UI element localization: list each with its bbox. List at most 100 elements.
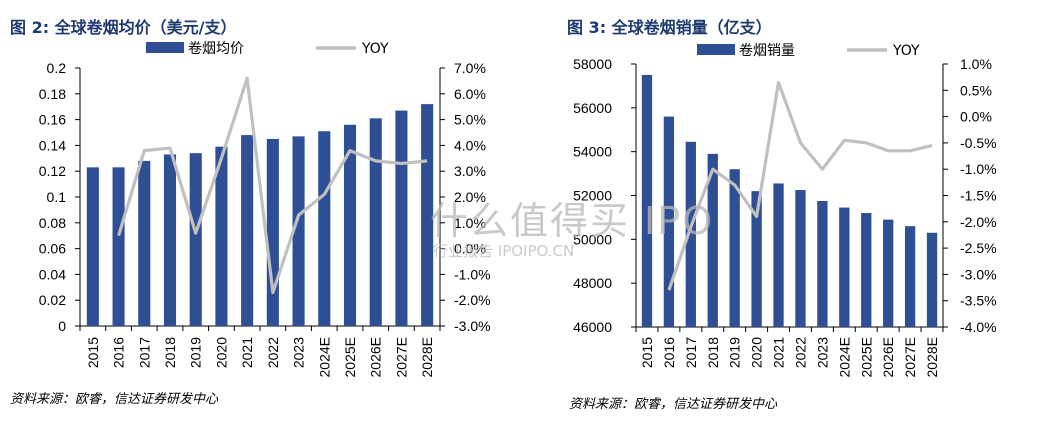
bar <box>395 110 408 326</box>
y-right-tick-label: -2.0% <box>454 292 491 308</box>
bar-line-chart-avg-price: 0 0.02 0.04 0.06 0.08 0.1 0.12 0.14 0.16 0.18 0.2 -… <box>39 41 491 377</box>
y-left-tick-label: 0 <box>58 318 66 334</box>
bar <box>751 191 762 327</box>
y-left-tick-label: 50000 <box>573 231 612 247</box>
x-tick-label: 2024E <box>316 337 332 377</box>
x-tick-label: 2016 <box>111 337 127 368</box>
legend-bar-swatch <box>146 42 184 53</box>
bar <box>138 160 151 326</box>
x-tick-label: 2020 <box>213 337 229 368</box>
y-right-tick-label: 1.0% <box>960 56 992 72</box>
y-right-tick-label: -1.0% <box>454 266 491 282</box>
legend-bar-label: 卷烟均价 <box>188 41 244 57</box>
bar <box>685 141 696 327</box>
bar <box>163 154 177 326</box>
legend-bar-swatch <box>697 44 735 55</box>
y-left-tick-label: 0.16 <box>39 112 66 128</box>
legend-line-label: YOY <box>361 41 389 57</box>
y-left-tick-label: 0.12 <box>39 163 66 179</box>
x-tick-label: 2018 <box>705 337 721 368</box>
x-tick-label: 2015 <box>85 337 101 368</box>
x-tick-label: 2017 <box>683 337 699 368</box>
bar <box>773 183 784 327</box>
y-right-tick-label: -1.5% <box>960 188 997 204</box>
y-right-tick-label: 0.0% <box>960 109 992 125</box>
y-left-tick-label: 0.1 <box>47 189 67 205</box>
x-tick-label: 2015 <box>639 337 655 368</box>
x-tick-label: 2022 <box>792 337 808 368</box>
bar <box>926 232 938 327</box>
x-tick-label: 2025E <box>858 337 874 377</box>
bar <box>641 74 653 327</box>
x-tick-label: 2022 <box>265 337 281 368</box>
chart-panel-volume: 图 3: 全球卷烟销量（亿支） 46000 48000 50000 52000 5400… <box>529 0 1058 441</box>
y-left-tick-label: 52000 <box>573 188 612 204</box>
y-left-tick-label: 46000 <box>573 319 612 335</box>
bar <box>112 167 125 326</box>
y-left-tick-label: 54000 <box>573 144 612 160</box>
x-tick-label: 2026E <box>880 337 896 377</box>
y-left-tick-label: 0.14 <box>39 137 66 153</box>
legend-bar-label: 卷烟销量 <box>739 43 795 59</box>
y-right-tick-label: 1.0% <box>454 215 486 231</box>
bar <box>343 124 357 326</box>
y-left-tick-label: 56000 <box>573 100 612 116</box>
x-tick-label: 2018 <box>162 337 178 368</box>
y-right-tick-label: 7.0% <box>454 60 486 76</box>
bar <box>421 104 434 327</box>
y-right-tick-label: 5.0% <box>454 112 486 128</box>
y-right-tick-label: 4.0% <box>454 137 486 153</box>
bar <box>369 118 382 326</box>
y-right-tick-label: -2.5% <box>960 240 997 256</box>
y-right-tick-label: -2.0% <box>960 214 997 230</box>
bar <box>215 146 228 326</box>
y-left-tick-label: 0.2 <box>47 60 67 76</box>
y-right-tick-label: 2.0% <box>454 189 486 205</box>
x-tick-label: 2027E <box>393 337 409 377</box>
x-tick-label: 2023 <box>291 337 307 368</box>
y-left-tick-label: 0.08 <box>39 215 66 231</box>
x-tick-label: 2024E <box>836 337 852 377</box>
x-tick-label: 2016 <box>661 337 677 368</box>
x-tick-label: 2028E <box>924 337 940 377</box>
legend-line-label: YOY <box>892 43 920 59</box>
bar <box>241 135 254 326</box>
watermark-text: 什么值得买 IPO <box>430 199 715 243</box>
x-tick-label: 2027E <box>902 337 918 377</box>
bar <box>266 138 279 326</box>
bar <box>795 190 806 327</box>
bar-line-chart-volume: 46000 48000 50000 52000 54000 56000 58000 -4.0%… <box>573 43 997 377</box>
y-left-tick-label: 58000 <box>573 56 612 72</box>
bar <box>729 169 740 327</box>
bar <box>86 167 99 326</box>
y-left-tick-label: 0.18 <box>39 86 66 102</box>
bar <box>861 213 872 327</box>
y-left-tick-label: 0.02 <box>39 292 66 308</box>
bar <box>318 131 331 326</box>
bar <box>292 136 305 326</box>
bar <box>817 200 828 327</box>
y-right-tick-label: -3.0% <box>454 318 491 334</box>
x-tick-label: 2026E <box>368 337 384 377</box>
x-tick-label: 2028E <box>419 337 435 377</box>
y-right-tick-label: -3.0% <box>960 266 997 282</box>
chart-source: 资料来源：欧睿，信达证券研发中心 <box>569 397 778 412</box>
y-right-tick-label: -0.5% <box>960 135 997 151</box>
chart-title: 图 2: 全球卷烟均价（美元/支） <box>10 18 237 37</box>
x-tick-label: 2023 <box>814 337 830 368</box>
x-tick-label: 2025E <box>342 337 358 377</box>
x-tick-label: 2021 <box>239 337 255 368</box>
watermark-subtext: 行业报告 IPOIPO.CN <box>433 242 575 260</box>
y-left-tick-label: 0.06 <box>39 241 66 257</box>
chart-title: 图 3: 全球卷烟销量（亿支） <box>567 18 772 37</box>
y-right-tick-label: 0.0% <box>454 241 486 257</box>
y-left-tick-label: 0.04 <box>39 266 66 282</box>
y-right-tick-label: 3.0% <box>454 163 486 179</box>
bar <box>707 153 718 327</box>
bar <box>663 116 675 327</box>
bar <box>883 219 894 327</box>
x-tick-label: 2017 <box>136 337 152 368</box>
y-left-tick-label: 48000 <box>573 275 612 291</box>
y-right-tick-label: 0.5% <box>960 82 992 98</box>
y-right-tick-label: -3.5% <box>960 293 997 309</box>
